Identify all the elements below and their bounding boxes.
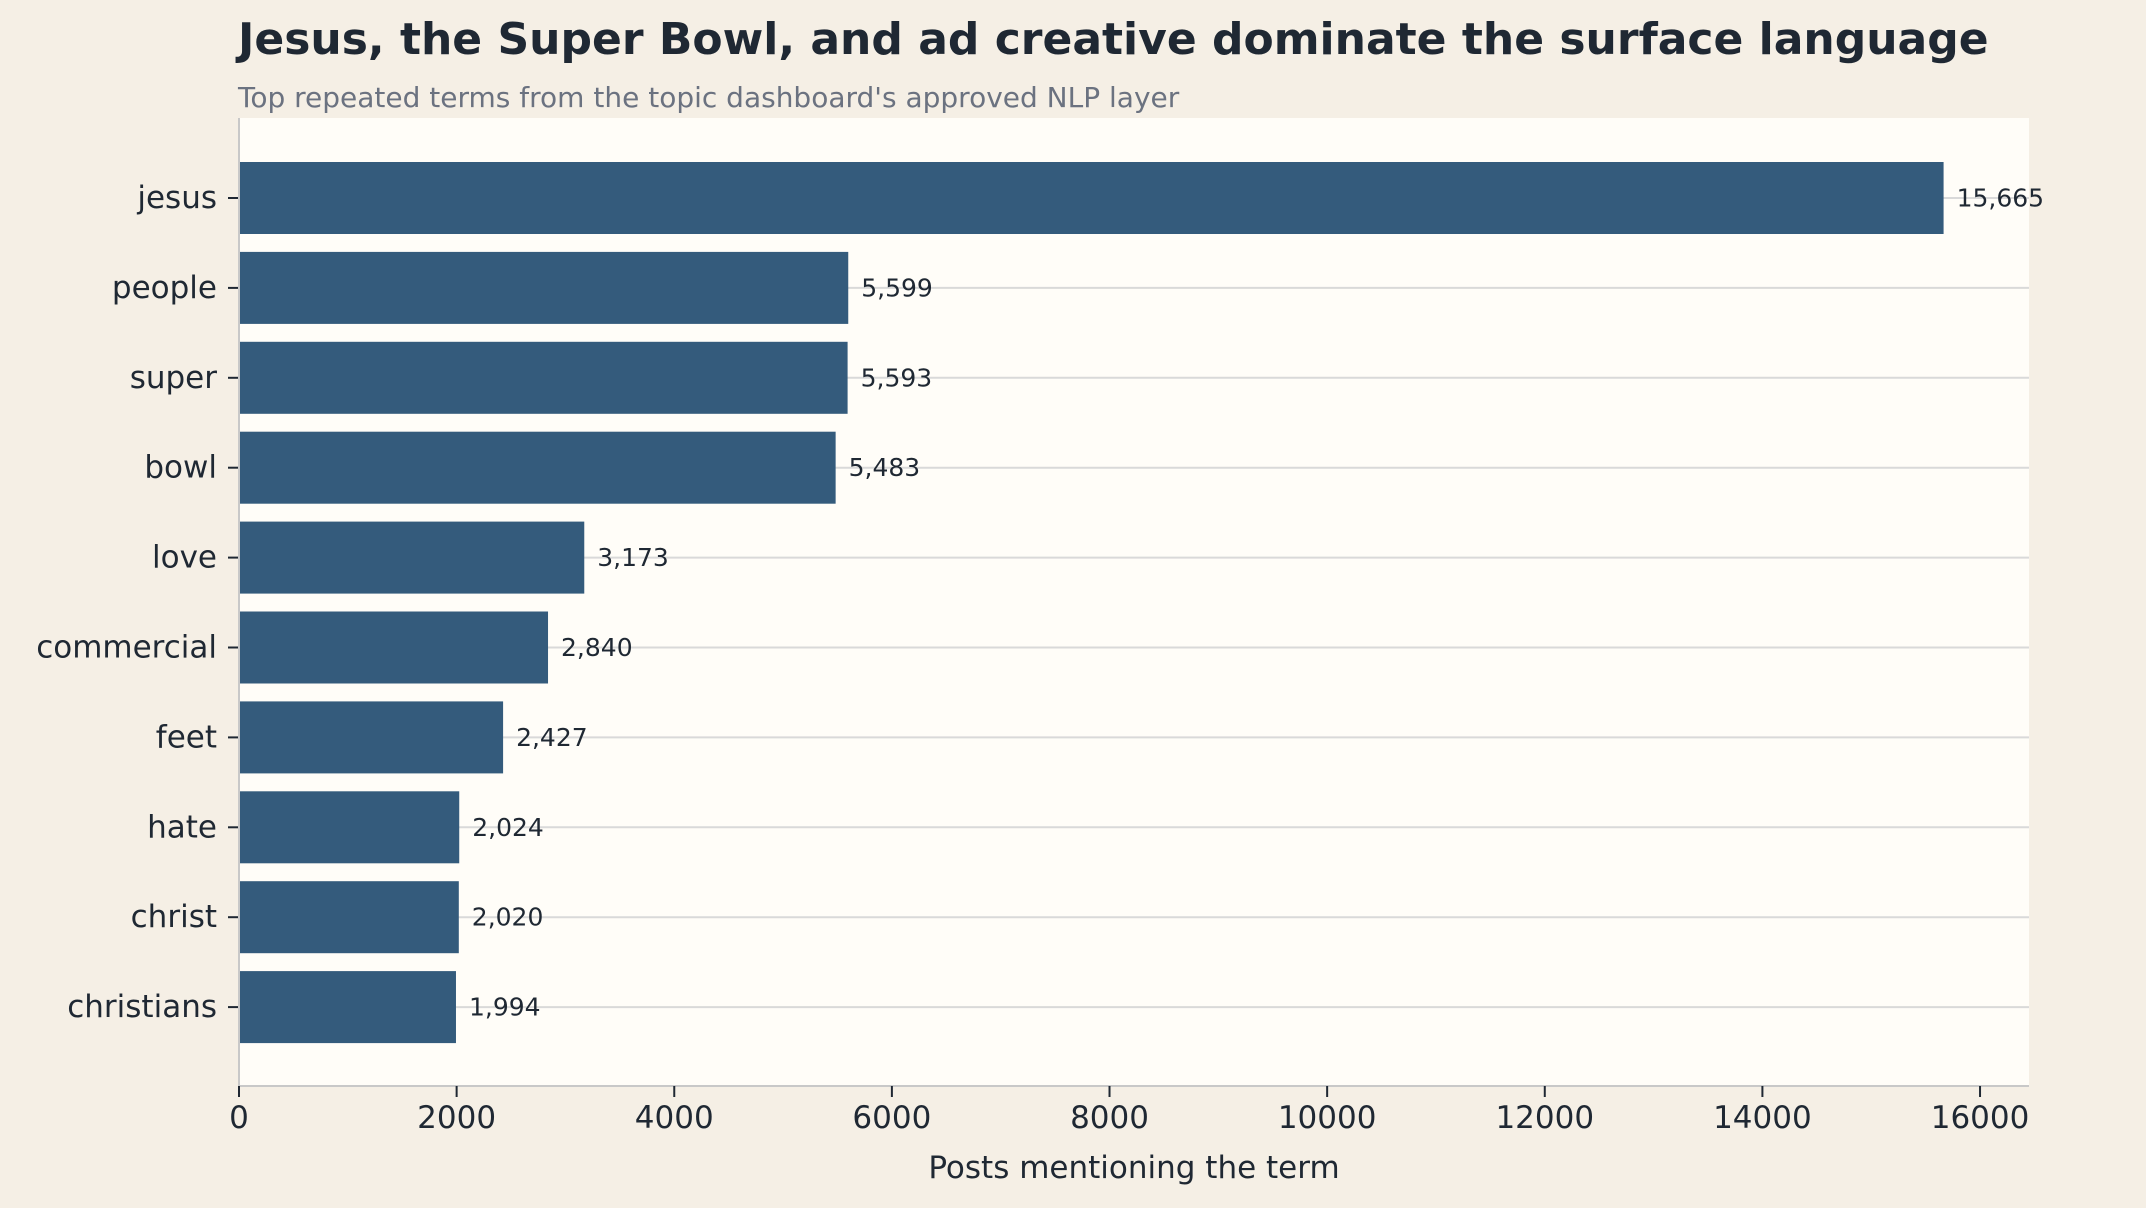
y-tick-label-super: super (130, 360, 218, 396)
value-label-jesus: 15,665 (1957, 184, 2044, 213)
x-tick-label: 4000 (635, 1100, 714, 1136)
y-tick-label-people: people (112, 270, 217, 306)
x-tick-label: 0 (229, 1100, 249, 1136)
x-tick-label: 2000 (417, 1100, 496, 1136)
y-tick-label-jesus: jesus (136, 180, 217, 216)
axes: jesus people super bowl love commercial feet ha… (36, 118, 2029, 1136)
x-tick-label: 16000 (1931, 1100, 2030, 1136)
bar-hate (239, 791, 460, 864)
chart-subtitle: Top repeated terms from the topic dashbo… (238, 81, 1180, 114)
bar-commercial (239, 611, 549, 684)
bar-jesus (239, 162, 1944, 234)
x-tick-label: 6000 (852, 1100, 931, 1136)
value-label-christ: 2,020 (472, 903, 544, 932)
chart-title: Jesus, the Super Bowl, and ad creative d… (238, 14, 1989, 65)
value-label-christians: 1,994 (469, 993, 541, 1022)
bar-christians (239, 971, 456, 1044)
y-tick-label-commercial: commercial (36, 630, 217, 666)
value-label-love: 3,173 (597, 543, 669, 572)
value-label-bowl: 5,483 (849, 453, 921, 482)
value-label-hate: 2,024 (472, 813, 544, 842)
y-tick-label-bowl: bowl (144, 450, 217, 486)
bar-christ (239, 881, 459, 954)
bars (239, 162, 1944, 1044)
x-tick-label: 10000 (1278, 1100, 1377, 1136)
y-tick-label-christians: christians (67, 989, 217, 1025)
value-labels: 15,665 5,599 5,593 5,483 3,173 2,840 2,427 2,02… (469, 184, 2044, 1022)
y-tick-label-christ: christ (131, 899, 217, 935)
bar-love (239, 521, 585, 594)
x-tick-label: 8000 (1070, 1100, 1149, 1136)
bar-bowl (239, 431, 836, 504)
x-tick-label: 14000 (1713, 1100, 1812, 1136)
y-tick-label-hate: hate (147, 809, 217, 845)
value-label-feet: 2,427 (516, 723, 588, 752)
bar-people (239, 251, 849, 324)
y-tick-label-love: love (152, 540, 217, 576)
x-tick-label: 12000 (1495, 1100, 1594, 1136)
bar-feet (239, 701, 504, 774)
bar-super (239, 341, 848, 414)
value-label-super: 5,593 (861, 363, 933, 392)
x-axis-label: Posts mentioning the term (928, 1150, 1339, 1186)
value-label-commercial: 2,840 (561, 633, 633, 662)
value-label-people: 5,599 (861, 273, 933, 302)
y-tick-label-feet: feet (156, 719, 217, 755)
